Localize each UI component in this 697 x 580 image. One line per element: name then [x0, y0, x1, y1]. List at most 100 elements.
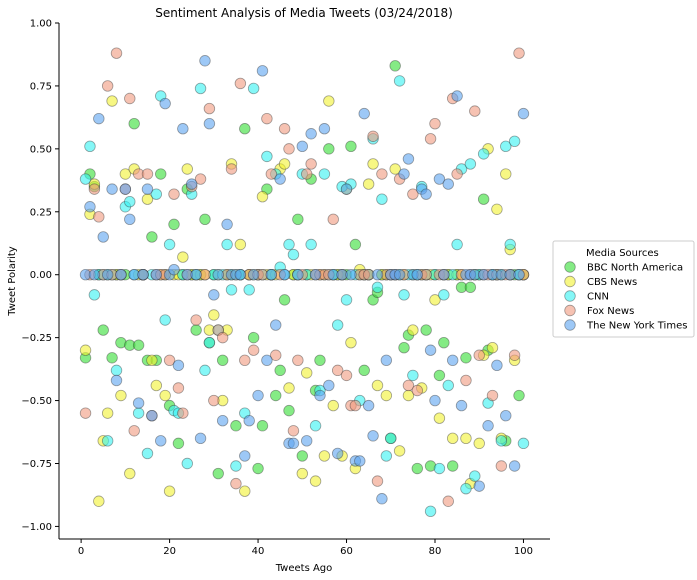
data-point [393, 445, 406, 457]
data-point [194, 432, 207, 445]
data-point [79, 407, 92, 419]
data-point [88, 289, 101, 301]
data-point [106, 183, 118, 195]
data-point [446, 432, 459, 445]
data-point [239, 485, 251, 497]
legend: Media Sources BBC North America CBS News C… [552, 240, 695, 338]
data-point [398, 289, 410, 301]
data-point [486, 389, 499, 402]
data-point [203, 336, 216, 349]
data-point [168, 218, 180, 231]
data-point [208, 289, 220, 301]
data-point [424, 344, 437, 356]
data-point [411, 269, 423, 281]
data-point [327, 213, 339, 226]
data-point [477, 193, 490, 205]
data-point [234, 77, 247, 90]
data-point [331, 319, 344, 331]
data-point [124, 92, 136, 105]
data-point [283, 404, 295, 417]
data-point [256, 65, 269, 77]
data-point [150, 379, 163, 392]
data-point [137, 269, 149, 281]
data-point [305, 158, 317, 170]
data-point [446, 460, 459, 472]
legend-title: Media Sources [586, 248, 659, 259]
x-tick-label: 80 [429, 546, 442, 557]
data-point [323, 95, 335, 107]
data-point [278, 123, 291, 135]
data-point [106, 352, 118, 364]
data-point [146, 354, 158, 366]
y-ticks: −1.00 −0.75 −0.50 −0.25 0.00 0.25 0.50 0.75 1.00 [21, 19, 59, 533]
data-point [301, 367, 313, 379]
data-point [385, 432, 397, 445]
data-point [159, 97, 171, 110]
data-point [203, 117, 216, 130]
data-point [424, 505, 437, 518]
data-point [371, 269, 384, 281]
data-point [358, 107, 370, 120]
data-point [376, 193, 388, 205]
data-point [517, 437, 530, 450]
data-point [460, 432, 472, 445]
data-point [433, 173, 446, 185]
data-point [199, 213, 211, 226]
data-point [433, 369, 446, 382]
data-point [500, 409, 512, 422]
data-point [97, 231, 109, 243]
data-point [199, 55, 211, 67]
data-point [168, 263, 180, 276]
data-point [380, 450, 393, 462]
data-point [146, 231, 158, 243]
data-point [424, 133, 437, 145]
data-point [283, 382, 295, 394]
data-point [79, 344, 92, 356]
data-point [318, 168, 331, 180]
data-point [172, 437, 185, 450]
data-point [128, 117, 140, 130]
x-tick-label: 100 [514, 546, 533, 557]
data-point [163, 354, 176, 366]
data-point [451, 238, 463, 251]
data-point [163, 485, 176, 497]
data-point [495, 435, 508, 447]
data-point [433, 412, 446, 424]
y-tick-label: −1.00 [21, 522, 52, 533]
data-point [203, 102, 216, 115]
data-point [309, 420, 322, 432]
data-point [402, 379, 415, 392]
data-point [124, 467, 136, 480]
data-point [451, 90, 463, 102]
data-point [287, 425, 300, 437]
data-point [177, 407, 189, 419]
data-point [234, 238, 247, 251]
data-point [513, 389, 525, 402]
data-point [93, 211, 105, 223]
data-point [261, 354, 273, 366]
data-point [93, 112, 105, 125]
data-point [124, 213, 136, 226]
legend-marker [564, 319, 576, 331]
data-point [208, 309, 220, 321]
data-point [150, 269, 163, 281]
data-point [119, 183, 132, 195]
data-point [460, 482, 472, 495]
data-point [155, 168, 167, 180]
data-point [115, 269, 127, 281]
data-point [101, 407, 114, 419]
series-4 [79, 55, 530, 505]
data-point [482, 420, 494, 432]
data-point [500, 140, 512, 153]
data-point [398, 168, 410, 180]
data-point [420, 188, 432, 200]
data-point [292, 213, 304, 226]
legend-label: CNN [587, 292, 609, 303]
data-point [371, 475, 384, 487]
data-point [433, 462, 446, 475]
data-point [141, 183, 154, 195]
data-point [88, 269, 101, 281]
data-point [199, 364, 211, 377]
data-point [283, 238, 295, 251]
data-point [429, 394, 441, 407]
